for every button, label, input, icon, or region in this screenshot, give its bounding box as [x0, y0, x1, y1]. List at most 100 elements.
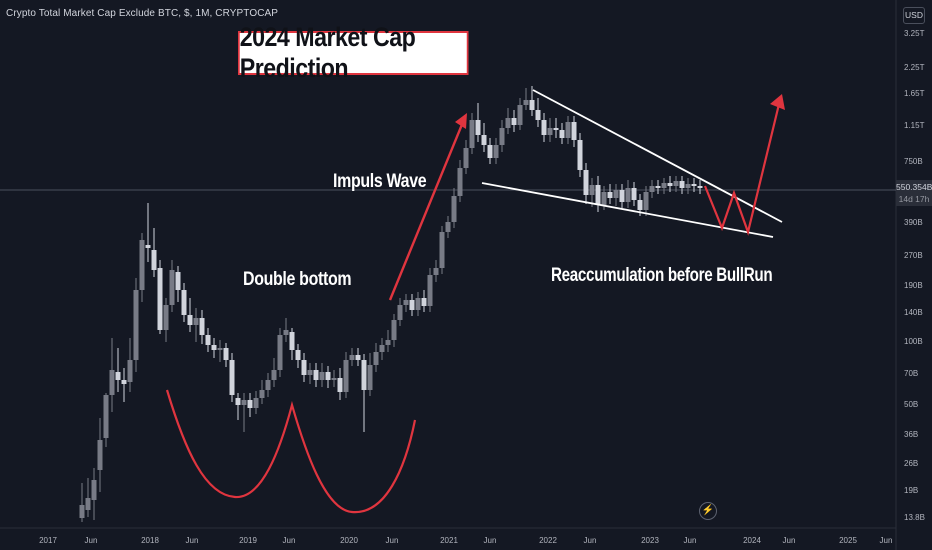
candle-body: [313, 370, 319, 380]
impulse-wave-label[interactable]: Impuls Wave: [333, 171, 427, 192]
y-tick-label: 2.25T: [904, 63, 925, 72]
candle-body: [139, 240, 145, 290]
candle-body: [667, 183, 673, 186]
candle-body: [565, 122, 571, 138]
candle-body: [457, 168, 463, 196]
x-tick-label: 2019: [239, 536, 257, 545]
x-tick-label: 2022: [539, 536, 557, 545]
candle-body: [235, 398, 241, 405]
projected-arrow-head: [770, 94, 785, 110]
last-price-value: 550.354B: [896, 182, 932, 192]
x-tick-label: Jun: [283, 536, 296, 545]
candle-body: [445, 222, 451, 232]
candle-body: [289, 332, 295, 350]
candle-body: [673, 181, 679, 186]
candle-body: [469, 120, 475, 148]
candle-body: [181, 290, 187, 315]
candle-body: [697, 186, 703, 188]
candle-body: [541, 120, 547, 135]
candle-body: [463, 148, 469, 168]
candle-body: [649, 186, 655, 192]
chart-title-annotation[interactable]: 2024 Market Cap Prediction: [238, 22, 469, 83]
candle-body: [187, 315, 193, 325]
symbol-title: Crypto Total Market Cap Exclude BTC, $, …: [6, 8, 279, 19]
candle-body: [547, 128, 553, 135]
candle-body: [391, 320, 397, 340]
x-tick-label: 2021: [440, 536, 458, 545]
candle-body: [295, 350, 301, 360]
candle-body: [523, 100, 529, 105]
candle-body: [349, 355, 355, 360]
candle-body: [451, 196, 457, 222]
candle-body: [517, 105, 523, 125]
candle-body: [385, 340, 391, 345]
x-tick-label: Jun: [684, 536, 697, 545]
x-tick-label: Jun: [186, 536, 199, 545]
candle-body: [325, 372, 331, 380]
lightning-icon[interactable]: ⚡: [699, 502, 717, 520]
candle-body: [343, 360, 349, 392]
y-tick-label: 1.15T: [904, 121, 925, 130]
y-tick-label: 750B: [904, 157, 923, 166]
candle-body: [241, 400, 247, 405]
candle-body: [337, 378, 343, 392]
candle-body: [475, 120, 481, 135]
candle-body: [259, 390, 265, 398]
y-tick-label: 36B: [904, 430, 918, 439]
candle-body: [397, 305, 403, 320]
candle-body: [439, 232, 445, 268]
candle-body: [619, 190, 625, 202]
candle-body: [121, 380, 127, 384]
chart-title-text: 2024 Market Cap Prediction: [239, 22, 416, 83]
candle-body: [583, 170, 589, 195]
candle-body: [271, 370, 277, 380]
candle-body: [403, 300, 409, 305]
candle-body: [571, 122, 577, 140]
candle-body: [211, 345, 217, 350]
candle-body: [373, 352, 379, 365]
candle-body: [85, 498, 91, 510]
candle-body: [205, 335, 211, 345]
candle-body: [193, 318, 199, 325]
y-tick-label: 100B: [904, 337, 923, 346]
candle-body: [361, 360, 367, 390]
candle-body: [415, 298, 421, 310]
candle-body: [133, 290, 139, 360]
reaccumulation-label[interactable]: Reaccumulation before BullRun: [551, 265, 773, 286]
candle-body: [487, 145, 493, 158]
candle-body: [553, 128, 559, 130]
x-tick-label: Jun: [85, 536, 98, 545]
candle-body: [685, 184, 691, 188]
y-tick-label: 3.25T: [904, 29, 925, 38]
wedge-upper-trendline: [532, 89, 783, 223]
double-bottom-label[interactable]: Double bottom: [243, 269, 352, 290]
y-tick-label: 50B: [904, 400, 918, 409]
candle-body: [661, 183, 667, 188]
candle-body: [175, 272, 181, 290]
candle-body: [355, 355, 361, 360]
candle-body: [253, 398, 259, 408]
candle-body: [79, 505, 85, 518]
candle-body: [151, 250, 157, 270]
candle-body: [433, 268, 439, 275]
candle-body: [109, 370, 115, 395]
candle-body: [595, 185, 601, 205]
candle-body: [493, 145, 499, 158]
candle-body: [631, 188, 637, 200]
candle-body: [103, 395, 109, 438]
currency-button[interactable]: USD: [903, 7, 925, 24]
candle-body: [625, 188, 631, 202]
y-tick-label: 26B: [904, 459, 918, 468]
candle-body: [559, 130, 565, 138]
last-price-tag: 550.354B 14d 17h: [896, 180, 932, 206]
candle-body: [589, 185, 595, 195]
y-tick-label: 140B: [904, 308, 923, 317]
x-tick-label: 2020: [340, 536, 358, 545]
candle-body: [427, 275, 433, 306]
x-tick-label: Jun: [783, 536, 796, 545]
y-tick-label: 270B: [904, 251, 923, 260]
candle-body: [199, 318, 205, 335]
x-tick-label: Jun: [584, 536, 597, 545]
